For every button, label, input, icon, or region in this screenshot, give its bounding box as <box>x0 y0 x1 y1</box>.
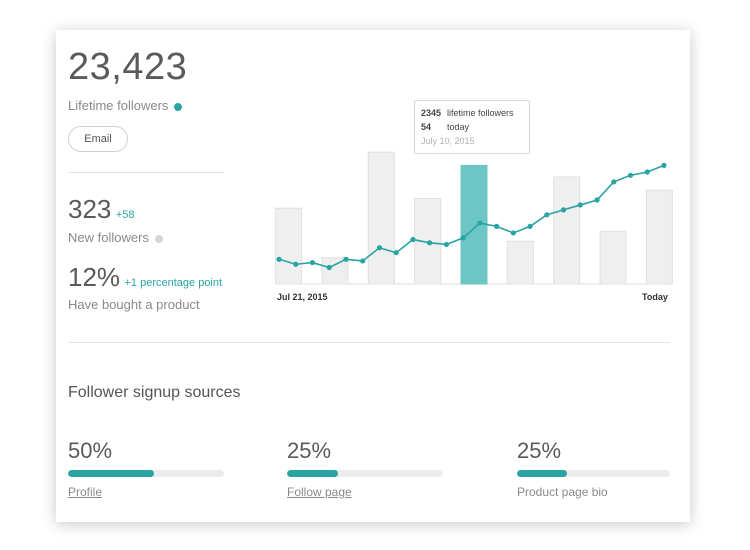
chart-line <box>278 164 665 269</box>
lifetime-followers-text: Lifetime followers <box>68 98 169 113</box>
tooltip-date: July 10, 2015 <box>421 136 475 146</box>
source-product-page-bio: 25% Product page bio <box>517 438 670 499</box>
chart-line-point[interactable] <box>594 197 600 203</box>
chart-line-point[interactable] <box>427 240 433 246</box>
chart-tooltip: 2345 lifetime followers 54 today July 10, … <box>414 100 530 154</box>
source-follow-page-bar <box>287 470 443 477</box>
source-profile-link[interactable]: Profile <box>68 485 103 499</box>
source-profile-bar-fill <box>68 470 154 477</box>
x-tick-end: Today <box>642 292 668 302</box>
chart-line-point[interactable] <box>276 256 282 262</box>
new-followers-text: New followers <box>68 230 149 245</box>
chart-line-point[interactable] <box>661 162 667 169</box>
chart-line-point[interactable] <box>510 230 516 236</box>
chart-bar[interactable] <box>275 207 303 285</box>
chart-bar[interactable] <box>645 189 673 285</box>
chart-bar[interactable] <box>599 230 627 285</box>
section-divider <box>68 342 670 343</box>
new-followers-count: 323 <box>68 194 112 224</box>
bought-stat: 12% +1 percentage point <box>68 262 222 293</box>
chart-bar[interactable] <box>506 240 534 285</box>
chart-line-point[interactable] <box>376 245 383 251</box>
lifetime-dot-icon <box>174 102 183 111</box>
tooltip-today-label: today <box>447 122 470 132</box>
new-followers-label: New followers <box>68 230 163 245</box>
source-product-page-bio-bar <box>517 470 670 477</box>
source-follow-page: 25% Follow page <box>287 438 443 499</box>
source-follow-page-percent: 25% <box>287 438 332 463</box>
tooltip-today-value: 54 <box>421 122 432 132</box>
tooltip-today-row: 54 today <box>421 122 469 132</box>
chart-line-point[interactable] <box>560 207 567 213</box>
chart-bar[interactable] <box>367 151 395 285</box>
chart-line-point[interactable] <box>326 264 332 271</box>
chart-line-point[interactable] <box>293 261 299 267</box>
chart-line-point[interactable] <box>460 235 466 241</box>
source-product-page-bio-label: Product page bio <box>517 485 608 499</box>
tooltip-followers-label: lifetime followers <box>447 108 514 118</box>
source-product-page-bio-percent: 25% <box>517 438 562 463</box>
source-profile-percent: 50% <box>68 438 113 463</box>
source-follow-page-bar-fill <box>287 470 339 477</box>
tooltip-followers-value: 2345 <box>421 108 442 118</box>
x-tick-start: Jul 21, 2015 <box>277 292 328 302</box>
lifetime-followers-label: Lifetime followers <box>68 98 183 113</box>
bought-label: Have bought a product <box>68 297 200 312</box>
chart-line-point[interactable] <box>410 236 416 243</box>
chart-line-point[interactable] <box>611 179 617 185</box>
chart-line-point[interactable] <box>644 169 650 175</box>
chart-line-point[interactable] <box>309 259 316 266</box>
chart-bar[interactable] <box>321 257 349 285</box>
chart-line-point[interactable] <box>477 220 483 226</box>
chart-line-point[interactable] <box>443 241 449 248</box>
bought-delta: +1 percentage point <box>124 277 223 289</box>
followers-chart <box>275 151 673 285</box>
source-follow-page-link[interactable]: Follow page <box>287 485 352 499</box>
chart-line-point[interactable] <box>577 202 583 208</box>
chart-line-point[interactable] <box>360 258 366 264</box>
chart-bar-highlighted[interactable] <box>460 164 488 285</box>
chart-line-point[interactable] <box>393 250 399 256</box>
chart-line-point[interactable] <box>627 172 634 178</box>
chart-bar[interactable] <box>553 176 581 285</box>
source-product-page-bio-bar-fill <box>517 470 568 477</box>
email-button[interactable]: Email <box>68 126 128 152</box>
sources-section-title: Follower signup sources <box>68 384 241 401</box>
new-followers-stat: 323 +58 <box>68 194 135 225</box>
chart-line-point[interactable] <box>544 212 550 218</box>
source-profile: 50% Profile <box>68 438 224 499</box>
new-followers-dot-icon <box>154 234 163 243</box>
chart-line-point[interactable] <box>494 223 500 229</box>
chart-line-point[interactable] <box>343 256 349 262</box>
followers-dashboard-card: 23,423 Lifetime followers Email 323 +58 … <box>56 30 690 522</box>
left-divider <box>68 172 224 173</box>
chart-line-point[interactable] <box>527 223 533 229</box>
tooltip-followers-row: 2345 lifetime followers <box>421 108 514 118</box>
lifetime-followers-count: 23,423 <box>68 46 188 88</box>
new-followers-delta: +58 <box>115 209 135 221</box>
bought-percent: 12% <box>68 262 121 292</box>
source-profile-bar <box>68 470 224 477</box>
